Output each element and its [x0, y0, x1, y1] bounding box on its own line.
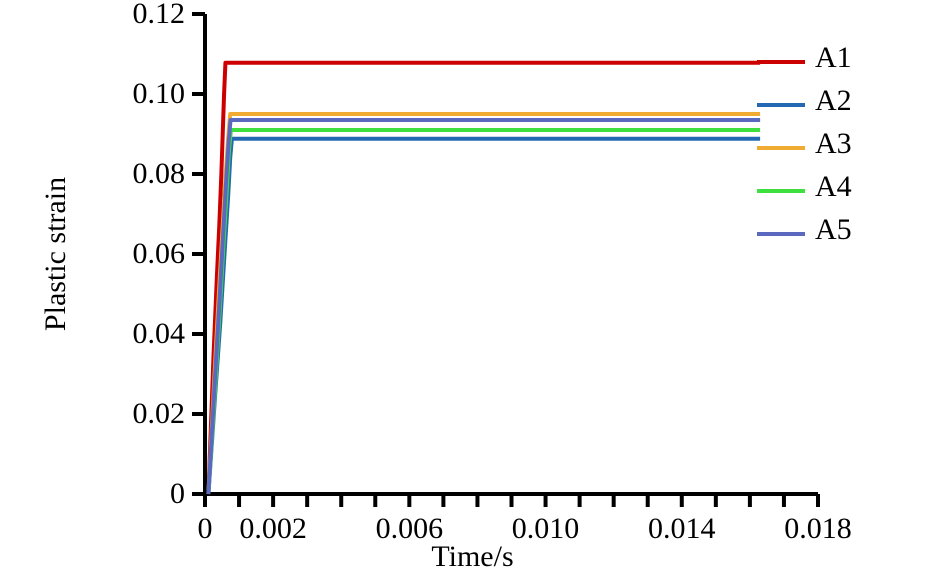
legend-label-a2: A2 — [815, 84, 852, 117]
series-line-a5 — [206, 118, 761, 495]
legend-swatch-a5 — [757, 232, 805, 236]
y-tick-label: 0.10 — [132, 77, 186, 110]
x-tick-label: 0.006 — [375, 512, 444, 545]
y-tick-label: 0.12 — [132, 0, 186, 30]
y-axis-title: Plastic strain — [39, 176, 72, 332]
legend-label-a3: A3 — [815, 127, 852, 160]
y-tick-label: 0 — [170, 477, 185, 510]
series-line-a4 — [206, 128, 761, 495]
legend-label-a1: A1 — [815, 41, 852, 74]
legend-swatch-a4 — [757, 189, 805, 193]
series-line-a1 — [206, 60, 761, 495]
y-tick-label: 0.02 — [132, 397, 186, 430]
x-tick-label: 0.014 — [648, 512, 716, 545]
x-tick-label: 0 — [197, 512, 213, 545]
x-tick-label: 0.018 — [784, 512, 852, 545]
series-line-a2 — [206, 136, 761, 495]
x-tick-label: 0.002 — [239, 512, 307, 545]
legend-label-a4: A4 — [815, 170, 852, 203]
y-tick-label: 0.08 — [132, 157, 186, 190]
x-tick-label: 0.010 — [511, 512, 580, 545]
x-axis-title: Time/s — [431, 540, 514, 573]
y-tick-label: 0.04 — [132, 317, 186, 350]
legend-swatch-a1 — [757, 60, 805, 64]
legend-swatch-a2 — [757, 103, 805, 107]
y-tick-label: 0.06 — [132, 237, 186, 270]
legend-swatch-a3 — [757, 146, 805, 150]
series-line-a3 — [206, 112, 761, 495]
legend-label-a5: A5 — [815, 213, 852, 246]
